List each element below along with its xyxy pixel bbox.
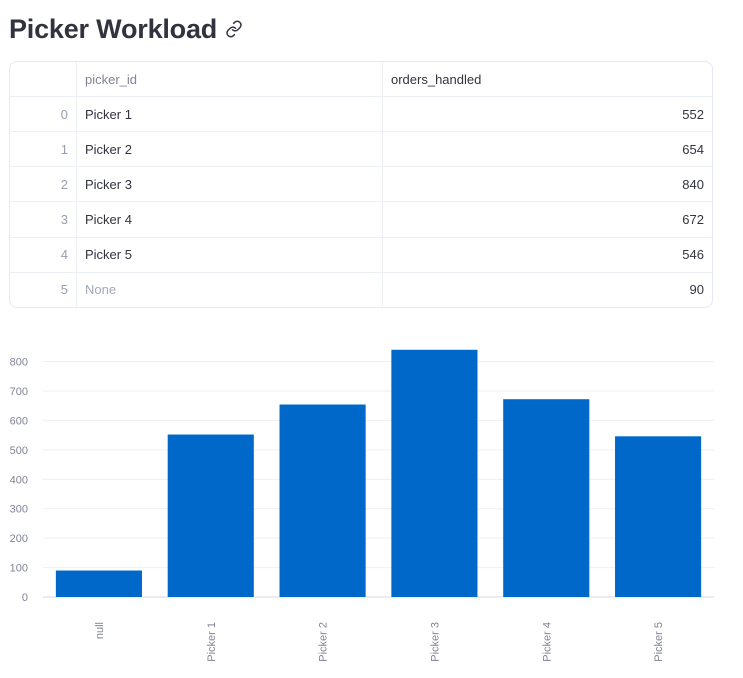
orders-handled-cell[interactable]: 840 bbox=[382, 166, 712, 203]
row-index: 1 bbox=[10, 131, 77, 168]
table-row[interactable]: 1 Picker 2 654 bbox=[10, 131, 712, 168]
index-column-header[interactable] bbox=[10, 62, 77, 97]
row-index: 4 bbox=[10, 237, 77, 273]
bar[interactable] bbox=[503, 399, 590, 597]
link-icon[interactable] bbox=[225, 20, 243, 38]
table-row[interactable]: 5 None 90 bbox=[10, 272, 712, 307]
y-tick-label: 400 bbox=[10, 474, 28, 486]
row-index: 3 bbox=[10, 201, 77, 238]
x-tick-label: Picker 1 bbox=[206, 622, 218, 662]
picker-id-cell[interactable]: Picker 4 bbox=[76, 201, 383, 238]
table-row[interactable]: 2 Picker 3 840 bbox=[10, 166, 712, 203]
bar[interactable] bbox=[391, 349, 478, 597]
y-tick-label: 700 bbox=[10, 386, 28, 398]
y-tick-label: 300 bbox=[10, 504, 28, 516]
y-tick-label: 200 bbox=[10, 533, 28, 545]
y-tick-label: 800 bbox=[10, 357, 28, 369]
page-header: Picker Workload bbox=[9, 10, 243, 48]
picker-id-column-header[interactable]: picker_id bbox=[76, 62, 383, 97]
x-tick-label: Picker 2 bbox=[318, 622, 330, 662]
table-row[interactable]: 4 Picker 5 546 bbox=[10, 237, 712, 273]
table-row[interactable]: 0 Picker 1 552 bbox=[10, 96, 712, 133]
orders-handled-cell[interactable]: 90 bbox=[689, 282, 704, 298]
x-tick-label: Picker 5 bbox=[653, 622, 665, 662]
picker-id-cell[interactable]: None bbox=[76, 272, 383, 307]
y-tick-label: 0 bbox=[22, 592, 28, 604]
page-title: Picker Workload bbox=[9, 13, 218, 44]
orders-handled-cell[interactable]: 552 bbox=[382, 96, 712, 133]
orders-handled-column-header[interactable]: orders_handled bbox=[382, 62, 712, 97]
bar[interactable] bbox=[615, 436, 702, 597]
orders-handled-cell[interactable]: 654 bbox=[382, 131, 712, 168]
x-tick-label: Picker 3 bbox=[429, 622, 441, 662]
x-tick-label: null bbox=[94, 622, 106, 639]
picker-id-cell[interactable]: Picker 2 bbox=[76, 131, 383, 168]
y-tick-label: 100 bbox=[10, 563, 28, 575]
row-index: 5 bbox=[10, 272, 77, 307]
row-index: 2 bbox=[10, 166, 77, 203]
bar[interactable] bbox=[167, 434, 254, 597]
y-tick-label: 600 bbox=[10, 415, 28, 427]
table-row[interactable]: 3 Picker 4 672 bbox=[10, 201, 712, 238]
bar[interactable] bbox=[55, 570, 142, 597]
picker-id-cell[interactable]: Picker 1 bbox=[76, 96, 383, 133]
bar[interactable] bbox=[279, 404, 366, 597]
row-index: 0 bbox=[10, 96, 77, 133]
data-table[interactable]: picker_id orders_handled 0 Picker 1 552 … bbox=[9, 61, 713, 308]
x-tick-label: Picker 4 bbox=[541, 622, 553, 662]
y-tick-label: 500 bbox=[10, 445, 28, 457]
orders-handled-cell[interactable]: 672 bbox=[382, 201, 712, 238]
picker-id-cell[interactable]: Picker 3 bbox=[76, 166, 383, 203]
bar-chart[interactable]: 0 100 200 300 400 500 600 700 800 null Picker 1 Pic… bbox=[0, 330, 743, 678]
orders-handled-cell[interactable]: 546 bbox=[382, 237, 712, 273]
table-header-row: picker_id orders_handled bbox=[10, 62, 712, 97]
picker-id-cell[interactable]: Picker 5 bbox=[76, 237, 383, 273]
